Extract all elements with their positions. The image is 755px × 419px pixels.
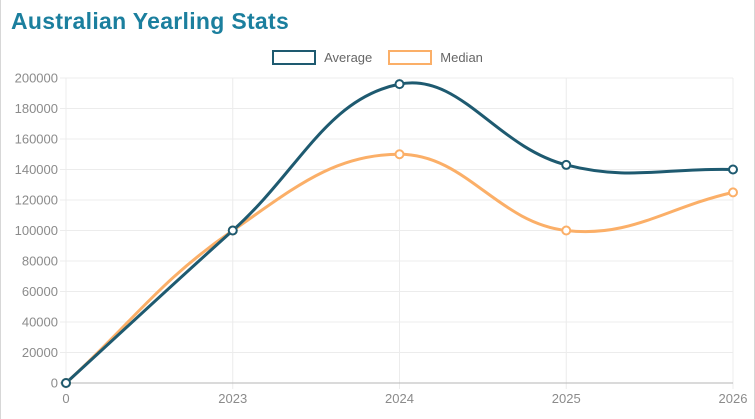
legend-item-median[interactable]: Median — [388, 50, 483, 65]
y-tick-label-180000: 180000 — [15, 101, 58, 116]
y-tick-label-40000: 40000 — [22, 315, 58, 330]
median-legend-label: Median — [440, 50, 483, 65]
average-point-2024[interactable] — [394, 79, 405, 90]
chart-title: Australian Yearling Stats — [11, 8, 290, 34]
average-point-2026[interactable] — [728, 164, 738, 175]
x-tick-label-2026: 2026 — [719, 391, 748, 406]
median-point-2024[interactable] — [394, 149, 405, 160]
y-tick-label-200000: 200000 — [15, 71, 58, 86]
y-tick-label-120000: 120000 — [15, 193, 58, 208]
median-legend-swatch — [388, 50, 433, 65]
legend-item-average[interactable]: Average — [272, 50, 372, 65]
average-point-0[interactable] — [61, 378, 71, 388]
y-tick-label-80000: 80000 — [22, 254, 58, 269]
median-point-2026[interactable] — [728, 187, 738, 198]
y-tick-label-20000: 20000 — [22, 345, 58, 360]
y-tick-label-160000: 160000 — [15, 132, 58, 147]
x-tick-label-2023: 2023 — [218, 391, 247, 406]
x-tick-label-0: 0 — [62, 391, 69, 406]
y-tick-label-140000: 140000 — [15, 162, 58, 177]
y-tick-label-60000: 60000 — [22, 284, 58, 299]
y-tick-label-100000: 100000 — [15, 223, 58, 238]
average-line — [64, 81, 735, 385]
average-legend-swatch — [272, 50, 317, 65]
average-point-2023[interactable] — [227, 225, 238, 236]
chart-legend: Average Median — [1, 50, 754, 65]
x-tick-label-2024: 2024 — [385, 391, 414, 406]
average-point-2025[interactable] — [561, 159, 572, 170]
median-point-2025[interactable] — [561, 225, 572, 236]
average-legend-label: Average — [324, 50, 373, 65]
y-tick-label-0: 0 — [51, 376, 58, 391]
x-tick-label-2025: 2025 — [552, 391, 581, 406]
